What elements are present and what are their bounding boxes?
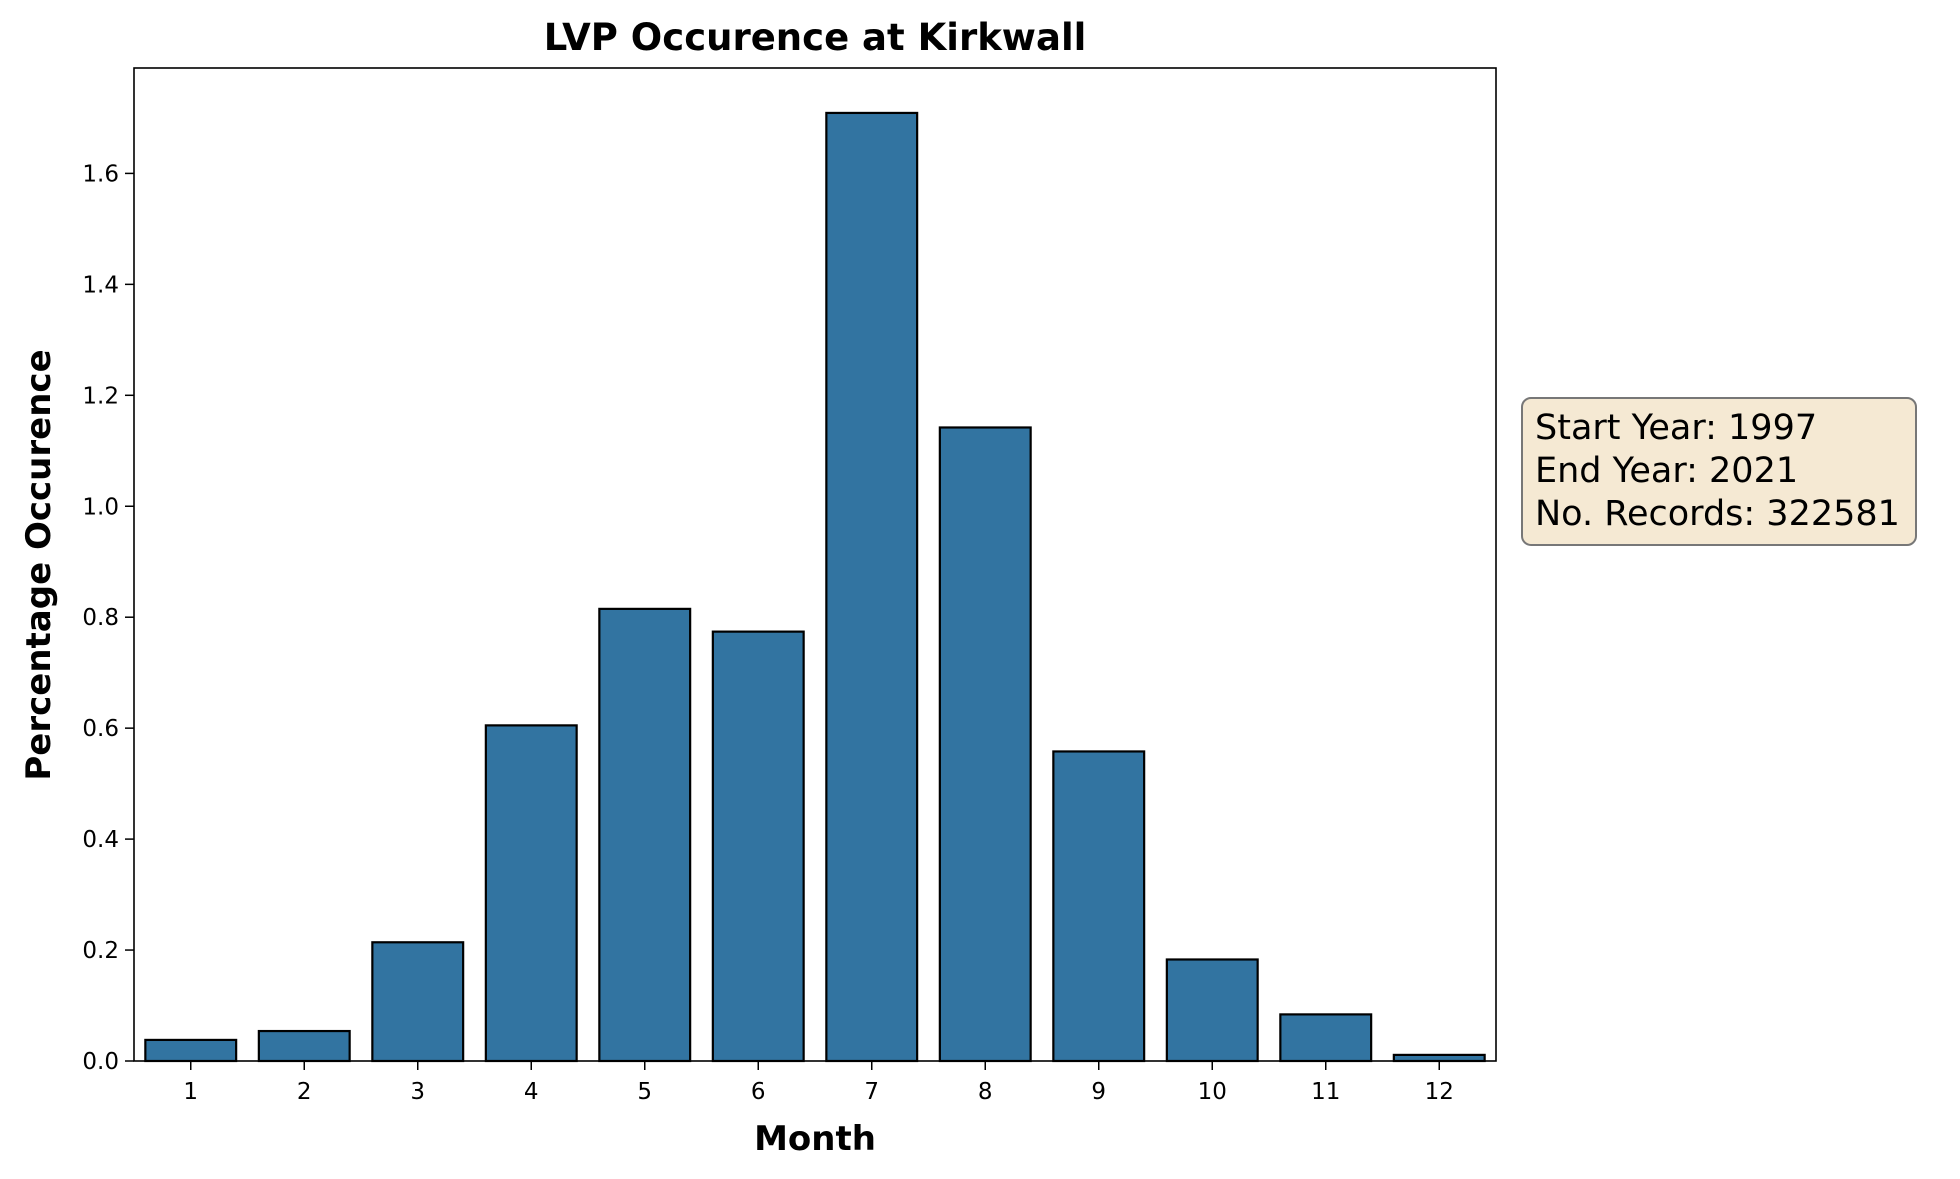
y-tick-label: 1.6: [82, 161, 119, 187]
info-start-year: Start Year: 1997: [1535, 408, 1817, 448]
info-box-background: [1521, 397, 1917, 546]
info-end-year: End Year: 2021: [1535, 451, 1798, 491]
bar-month-2: [257, 1029, 351, 1063]
x-tick-label: 3: [410, 1079, 425, 1105]
info-box: Start Year: 1997 End Year: 2021 No. Reco…: [1521, 397, 1917, 546]
x-tick-label: 12: [1425, 1079, 1454, 1105]
y-tick-label: 1.4: [82, 272, 119, 298]
y-tick-label: 0.8: [82, 605, 119, 631]
x-tick-label: 7: [864, 1079, 879, 1105]
bar-month-9: [1052, 750, 1146, 1063]
x-tick-label: 4: [524, 1079, 539, 1105]
x-tick-label: 10: [1198, 1079, 1227, 1105]
bar-month-1: [144, 1038, 238, 1063]
bar-month-10: [1165, 958, 1259, 1063]
y-tick-label: 0.6: [82, 716, 119, 742]
bar-month-6: [711, 630, 805, 1063]
y-axis-ticks: 0.0 0.2 0.4 0.6 0.8 1.0 1.2 1.4 1.6: [82, 161, 134, 1075]
x-tick-label: 9: [1091, 1079, 1106, 1105]
x-tick-label: 2: [297, 1079, 312, 1105]
y-tick-label: 1.2: [82, 383, 119, 409]
x-tick-label: 8: [978, 1079, 993, 1105]
x-tick-label: 6: [751, 1079, 766, 1105]
bar-month-7: [825, 111, 919, 1063]
bar-month-3: [371, 941, 465, 1063]
x-axis-ticks: 1 2 3 4 5 6 7 8 9 10 11 12: [183, 1061, 1454, 1105]
bar-month-4: [484, 724, 578, 1063]
info-records: No. Records: 322581: [1535, 494, 1900, 534]
chart-title: LVP Occurence at Kirkwall: [544, 16, 1087, 59]
y-tick-label: 0.2: [82, 938, 119, 964]
x-tick-label: 11: [1311, 1079, 1340, 1105]
bar-month-12: [1392, 1053, 1486, 1063]
bar-month-8: [938, 426, 1032, 1063]
y-tick-label: 0.4: [82, 827, 119, 853]
y-tick-label: 0.0: [82, 1049, 119, 1075]
y-tick-label: 1.0: [82, 494, 119, 520]
plot-frame: [133, 67, 1497, 1062]
x-tick-label: 5: [637, 1079, 652, 1105]
x-tick-label: 1: [183, 1079, 198, 1105]
x-axis-label: Month: [754, 1119, 876, 1159]
bars-group: [144, 111, 1486, 1063]
bar-month-11: [1279, 1013, 1373, 1063]
y-axis-label: Percentage Occurence: [19, 349, 59, 780]
bar-month-5: [598, 607, 692, 1063]
